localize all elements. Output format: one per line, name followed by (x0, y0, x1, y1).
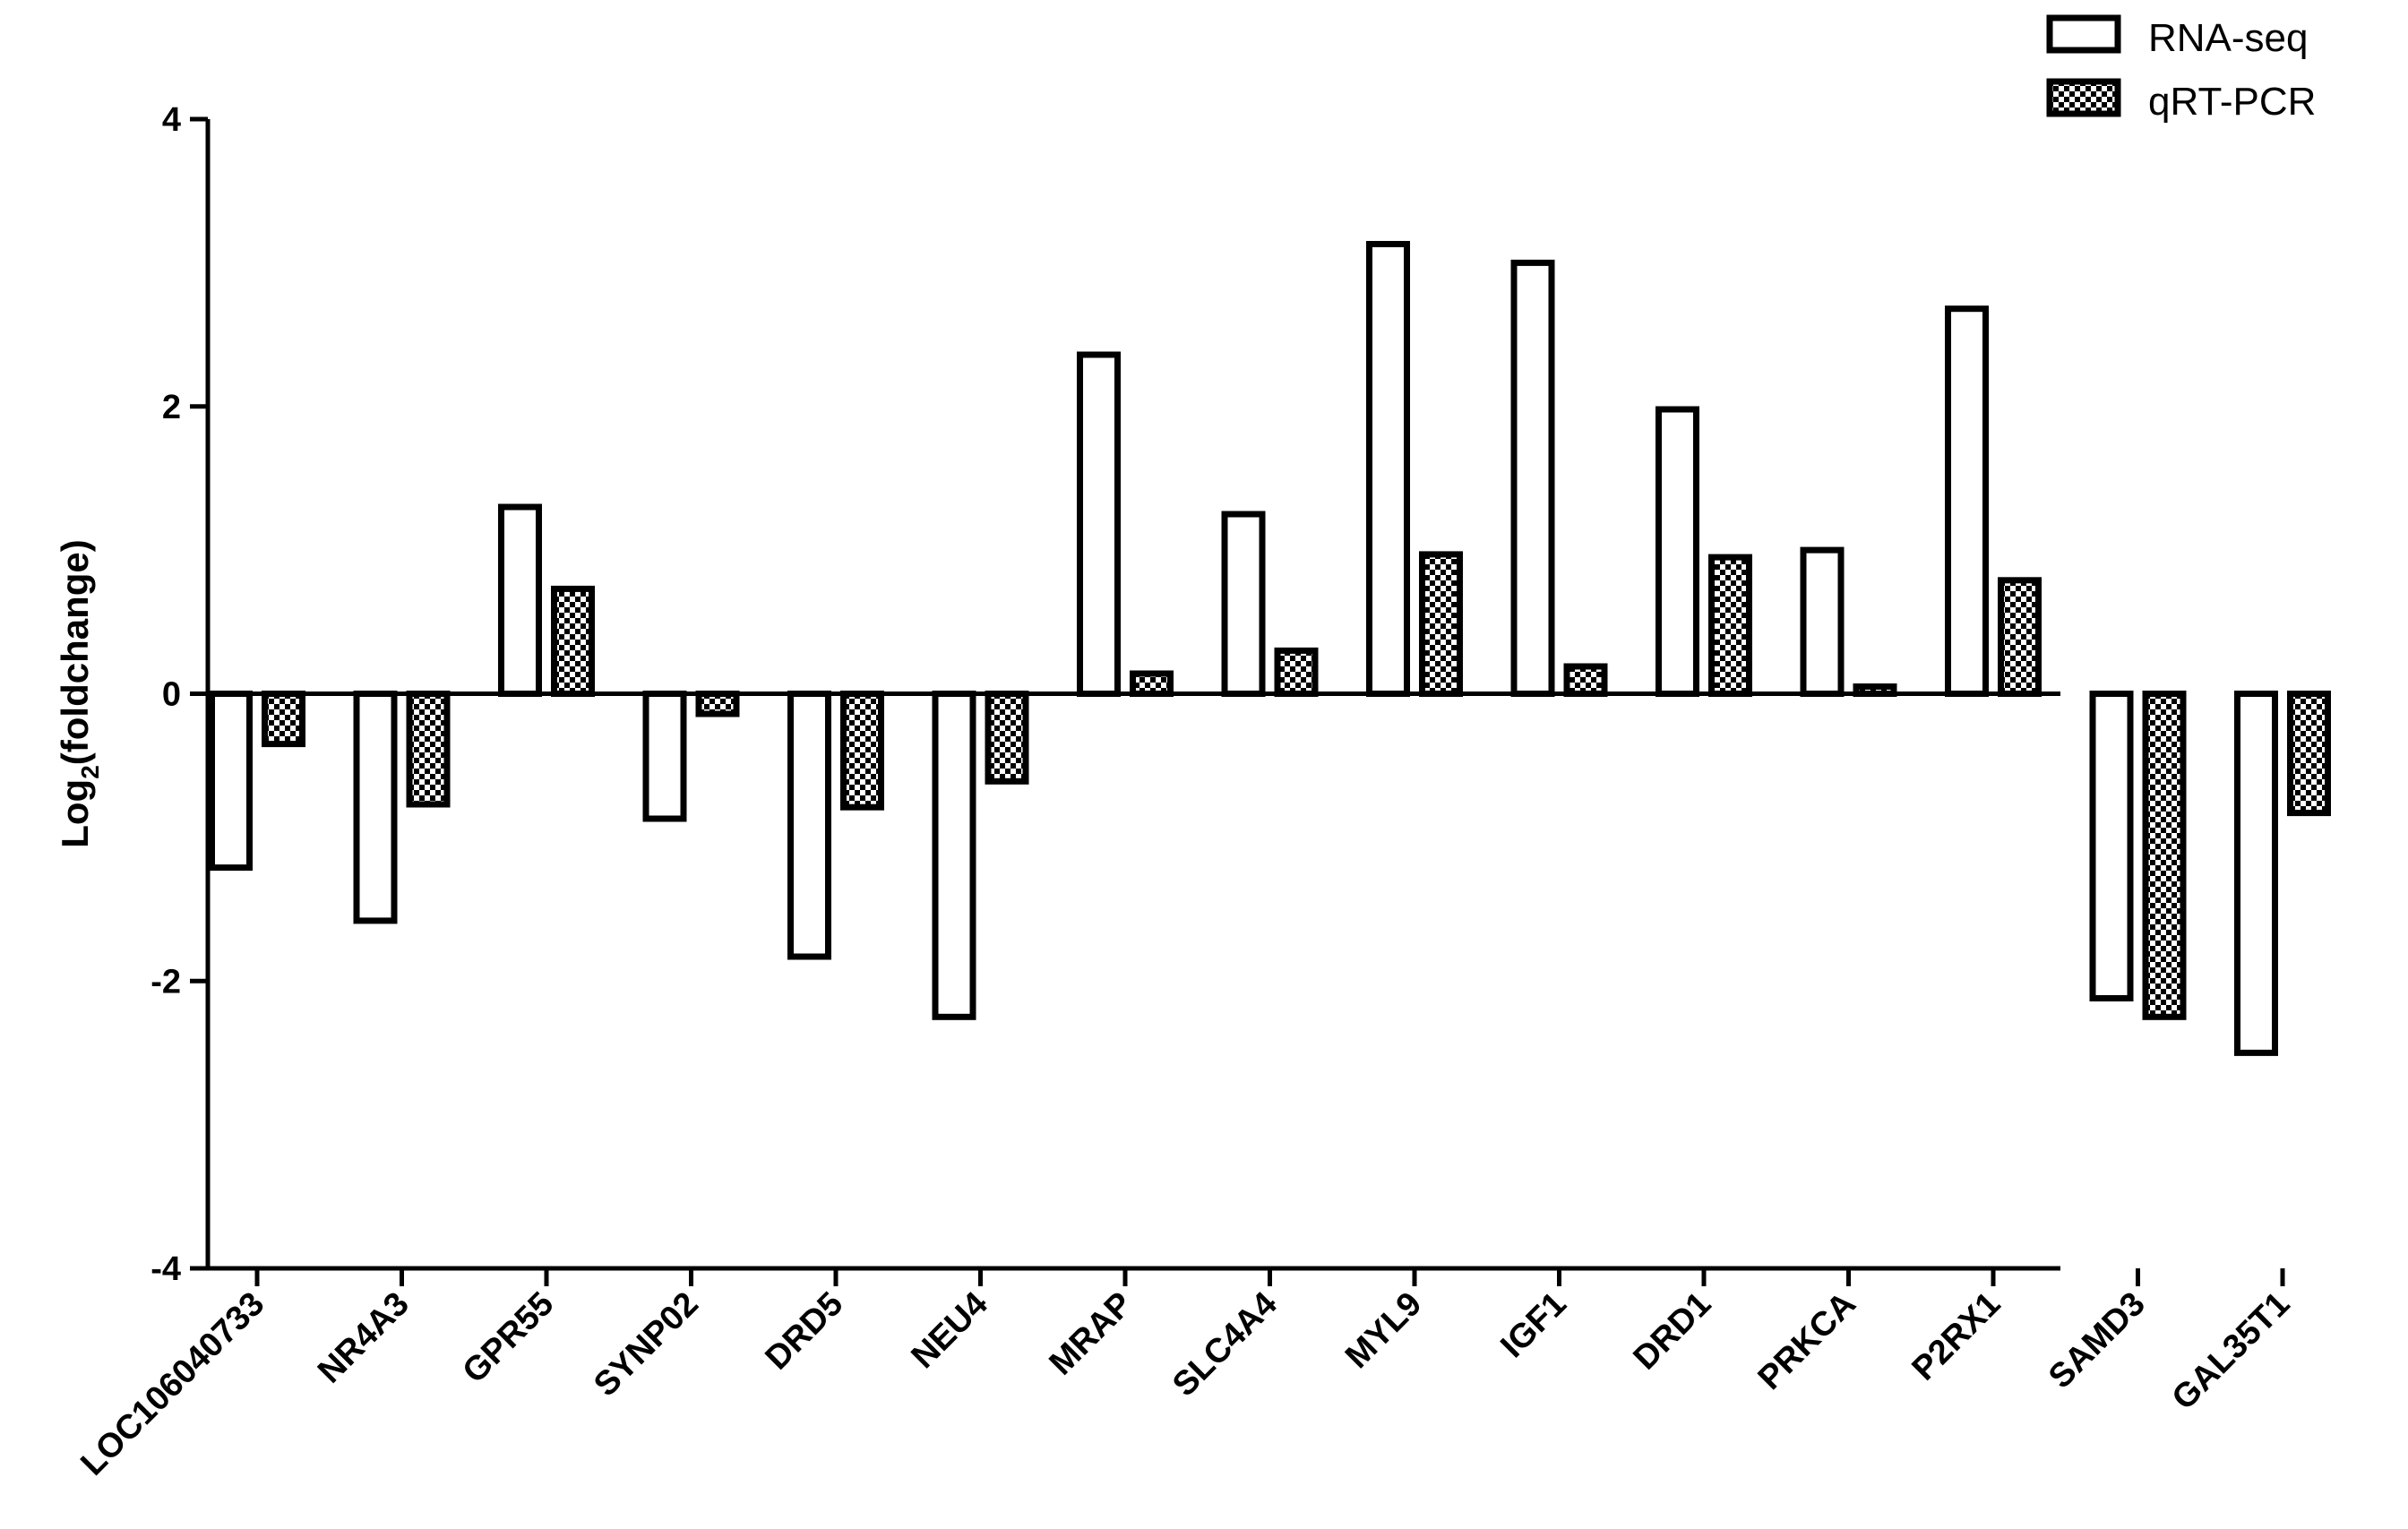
x-category-label: DRD5 (759, 1285, 851, 1378)
legend-label-qrt-pcr: qRT-PCR (2148, 80, 2316, 124)
bar-rna-seq-neu4 (932, 691, 976, 1020)
bar-rna-seq-slc4a4 (1221, 511, 1266, 697)
bar-qrt-pcr-nr4a3 (406, 691, 451, 808)
bar-qrt-pcr-myl9 (1419, 551, 1463, 698)
bars-layer (209, 241, 2331, 1056)
x-category-label: P2RX1 (1905, 1285, 2008, 1388)
bar-rna-seq-drd5 (787, 691, 831, 960)
x-category-label: IGF1 (1493, 1285, 1573, 1365)
bar-rna-seq-prkca (1800, 546, 1845, 697)
bar-rna-seq-gpr55 (498, 503, 542, 697)
y-axis-title-subscript: 2 (76, 765, 104, 779)
y-tick-label: 4 (162, 101, 181, 139)
x-category-label: GAL35T1 (2165, 1285, 2298, 1418)
y-tick-label: 2 (162, 389, 181, 426)
axes-layer (190, 116, 2285, 1286)
legend-swatch-rna-seq (2046, 14, 2121, 54)
legend-swatch-qrt-pcr (2046, 78, 2121, 117)
bar-rna-seq-loc106040733 (209, 691, 253, 872)
x-category-label: LOC106040733 (73, 1285, 271, 1483)
x-category-label: DRD1 (1627, 1285, 1719, 1378)
y-tick-label: -4 (150, 1250, 181, 1288)
legend-label-rna-seq: RNA-seq (2148, 16, 2309, 60)
x-category-label: PRKCA (1751, 1285, 1863, 1397)
x-category-label: SYNP02 (587, 1285, 706, 1404)
bar-qrt-pcr-samd3 (2142, 691, 2187, 1020)
bar-qrt-pcr-slc4a4 (1274, 647, 1319, 698)
bar-rna-seq-gal35t1 (2234, 691, 2278, 1056)
bar-rna-seq-synp02 (642, 691, 687, 822)
legend: RNA-seq qRT-PCR (2046, 14, 2316, 124)
bar-qrt-pcr-drd5 (840, 691, 884, 811)
x-category-label: NEU4 (904, 1285, 994, 1376)
bar-rna-seq-igf1 (1510, 259, 1555, 697)
y-axis-title-rest: (foldchange) (54, 539, 96, 765)
bar-qrt-pcr-igf1 (1563, 663, 1608, 697)
bar-rna-seq-drd1 (1656, 406, 1699, 697)
x-category-label: NR4A3 (311, 1285, 417, 1391)
bar-qrt-pcr-gal35t1 (2287, 691, 2331, 817)
bar-qrt-pcr-gpr55 (551, 585, 595, 698)
x-category-label: SLC4A4 (1165, 1285, 1285, 1404)
bar-rna-seq-nr4a3 (353, 691, 398, 924)
bar-qrt-pcr-mrap (1130, 670, 1174, 697)
bar-qrt-pcr-drd1 (1708, 554, 1752, 697)
bar-rna-seq-mrap (1077, 351, 1121, 697)
bar-rna-seq-samd3 (2089, 691, 2134, 1001)
y-axis-title-main: Log (54, 779, 96, 848)
bar-qrt-pcr-p2rx1 (1998, 577, 2042, 697)
x-category-label: GPR55 (456, 1285, 562, 1391)
y-tick-label: 0 (162, 676, 181, 714)
y-tick-label: -2 (150, 963, 181, 1001)
bar-qrt-pcr-neu4 (985, 691, 1029, 785)
bar-rna-seq-p2rx1 (1945, 305, 1989, 697)
x-category-label: SAMD3 (2042, 1285, 2153, 1396)
x-category-label: MRAP (1043, 1285, 1140, 1383)
bar-qrt-pcr-loc106040733 (262, 691, 305, 748)
x-category-label: MYL9 (1338, 1285, 1429, 1376)
y-axis-title: Log2(foldchange) (54, 539, 104, 848)
bar-rna-seq-myl9 (1366, 241, 1410, 697)
bar-qrt-pcr-synp02 (695, 691, 740, 717)
